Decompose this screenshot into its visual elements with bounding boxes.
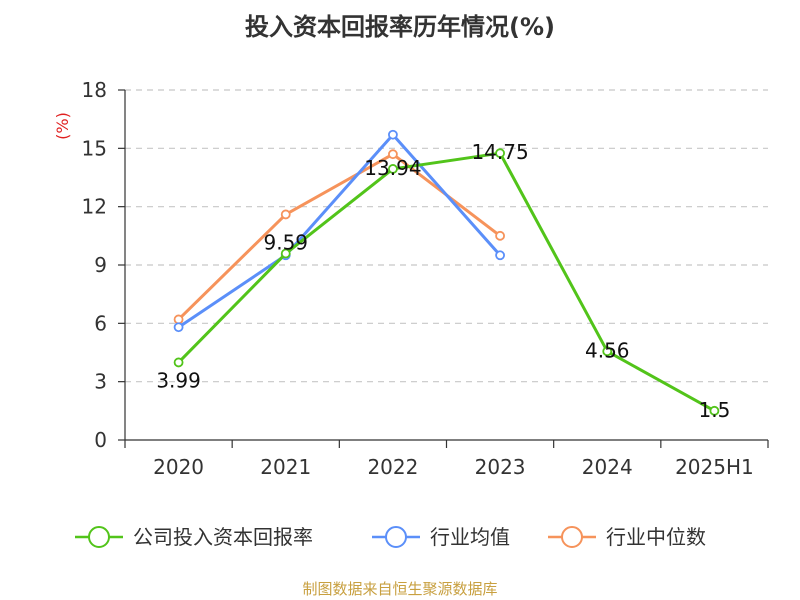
grid	[125, 89, 768, 383]
y-tick-label: 12	[82, 195, 107, 219]
legend-swatch-marker	[385, 526, 407, 548]
data-point[interactable]	[173, 322, 184, 333]
legend-item-median[interactable]: 行业中位数	[548, 525, 706, 549]
x-tick-label: 2022	[367, 455, 418, 479]
data-label: 9.59	[263, 231, 308, 255]
data-point[interactable]	[495, 148, 505, 159]
axes: 0 3 6 9 12 15 18 2020 2021 2022 2023 2024 2025H1	[82, 78, 769, 479]
legend[interactable]: 公司投入资本回报率 行业均值 行业中位数	[75, 525, 706, 549]
legend-swatch-marker	[88, 526, 110, 548]
data-point[interactable]	[388, 149, 398, 160]
legend-label: 公司投入资本回报率	[133, 525, 313, 549]
y-tick-label: 18	[82, 78, 107, 102]
series-lines	[173, 129, 720, 416]
x-tick-label: 2021	[260, 455, 311, 479]
data-point[interactable]	[280, 248, 291, 259]
legend-label: 行业均值	[430, 525, 510, 549]
data-label: 13.94	[364, 156, 421, 180]
y-tick-label: 6	[94, 311, 107, 335]
y-tick-label: 9	[94, 253, 107, 277]
data-label: 14.75	[471, 140, 528, 164]
x-tick-label: 2025H1	[675, 455, 754, 479]
y-axis-unit-label: (%)	[53, 112, 72, 140]
data-point[interactable]	[388, 164, 398, 174]
series-line	[177, 151, 716, 413]
data-label: 1.5	[699, 398, 731, 422]
legend-label: 行业中位数	[606, 525, 706, 549]
data-labels: 3.99 9.59 13.94 14.75 4.56 1.5	[156, 140, 730, 422]
legend-swatch-marker	[561, 526, 583, 548]
legend-item-company[interactable]: 公司投入资本回报率	[75, 525, 313, 549]
data-point[interactable]	[709, 405, 720, 416]
data-point[interactable]	[173, 357, 184, 368]
data-label: 3.99	[156, 368, 201, 392]
y-tick-label: 15	[82, 136, 107, 160]
x-tick-label: 2023	[475, 455, 526, 479]
legend-item-avg[interactable]: 行业均值	[372, 525, 510, 549]
data-point[interactable]	[280, 209, 291, 220]
data-point[interactable]	[602, 346, 613, 357]
x-tick-label: 2020	[153, 455, 204, 479]
data-point[interactable]	[173, 314, 184, 325]
chart-title: 投入资本回报率历年情况(%)	[245, 13, 555, 41]
data-label: 4.56	[585, 338, 630, 362]
data-point[interactable]	[495, 250, 505, 261]
data-point[interactable]	[388, 129, 398, 140]
series-company	[173, 148, 720, 416]
x-tick-label: 2024	[582, 455, 633, 479]
series-line	[177, 133, 502, 329]
y-tick-label: 0	[94, 428, 107, 452]
data-source-note: 制图数据来自恒生聚源数据库	[302, 580, 497, 598]
data-point[interactable]	[495, 230, 505, 241]
y-tick-label: 3	[94, 370, 107, 394]
